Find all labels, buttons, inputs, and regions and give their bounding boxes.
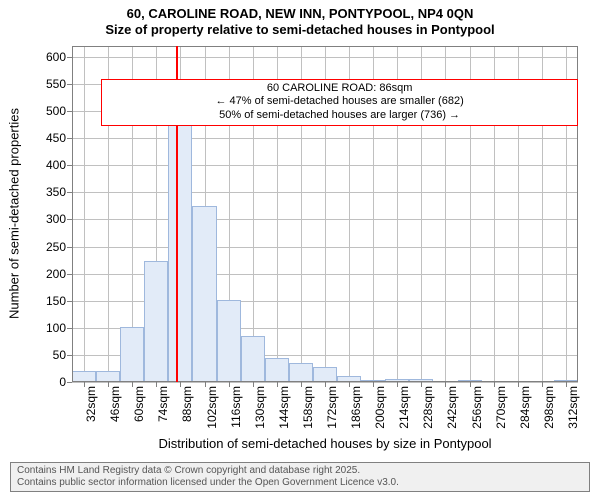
x-tick-label: 200sqm: [373, 386, 387, 429]
y-tick-label: 450: [46, 131, 72, 145]
x-tick-label: 74sqm: [156, 386, 170, 422]
y-tick-label: 50: [53, 348, 72, 362]
x-tick-label: 186sqm: [349, 386, 363, 429]
x-tick-label: 214sqm: [397, 386, 411, 429]
y-tick-label: 150: [46, 294, 72, 308]
y-tick-label: 300: [46, 212, 72, 226]
y-tick-label: 200: [46, 267, 72, 281]
x-tick-label: 228sqm: [421, 386, 435, 429]
histogram-bar: [168, 121, 192, 382]
x-tick-label: 270sqm: [494, 386, 508, 429]
attribution-footer: Contains HM Land Registry data © Crown c…: [10, 462, 590, 492]
x-tick-label: 130sqm: [253, 386, 267, 429]
y-tick-label: 250: [46, 240, 72, 254]
histogram-bar: [192, 206, 216, 382]
x-tick-label: 32sqm: [84, 386, 98, 422]
x-tick-label: 298sqm: [542, 386, 556, 429]
x-tick-label: 284sqm: [518, 386, 532, 429]
x-axis-label: Distribution of semi-detached houses by …: [72, 436, 578, 451]
histogram-bar: [313, 367, 337, 382]
x-tick-label: 46sqm: [108, 386, 122, 422]
annotation-line3: 50% of semi-detached houses are larger (…: [108, 109, 571, 123]
y-tick-label: 0: [59, 375, 72, 389]
annotation-line1: 60 CAROLINE ROAD: 86sqm: [108, 82, 571, 96]
histogram-bar: [265, 358, 289, 382]
x-tick-label: 102sqm: [205, 386, 219, 429]
y-tick-label: 100: [46, 321, 72, 335]
histogram-bar: [241, 336, 265, 382]
y-tick-label: 600: [46, 50, 72, 64]
plot-area: 05010015020025030035040045050055060032sq…: [72, 46, 578, 382]
footer-line2: Contains public sector information licen…: [17, 477, 583, 489]
y-axis-label: Number of semi-detached properties: [7, 46, 22, 382]
x-tick-label: 144sqm: [277, 386, 291, 429]
axis-border: [72, 46, 73, 382]
x-tick-label: 172sqm: [325, 386, 339, 429]
x-tick-label: 88sqm: [180, 386, 194, 422]
axis-border: [72, 46, 578, 47]
x-tick-label: 158sqm: [301, 386, 315, 429]
footer-line1: Contains HM Land Registry data © Crown c…: [17, 465, 583, 477]
axis-border: [72, 381, 578, 382]
y-tick-label: 350: [46, 185, 72, 199]
y-tick-label: 500: [46, 104, 72, 118]
histogram-bar: [289, 363, 313, 382]
x-tick-label: 60sqm: [132, 386, 146, 422]
y-tick-label: 400: [46, 158, 72, 172]
x-tick-label: 312sqm: [566, 386, 580, 429]
chart-title-line2: Size of property relative to semi-detach…: [0, 22, 600, 38]
gridline-vertical: [84, 46, 85, 382]
chart-title-line1: 60, CAROLINE ROAD, NEW INN, PONTYPOOL, N…: [0, 0, 600, 22]
histogram-bar: [217, 300, 241, 382]
annotation-line2: ← 47% of semi-detached houses are smalle…: [108, 95, 571, 109]
histogram-bar: [144, 261, 168, 382]
x-tick-label: 256sqm: [470, 386, 484, 429]
histogram-bar: [120, 327, 144, 382]
y-tick-label: 550: [46, 77, 72, 91]
x-tick-label: 242sqm: [445, 386, 459, 429]
x-tick-label: 116sqm: [229, 386, 243, 428]
chart-container: { "layout": { "width": 600, "height": 50…: [0, 0, 600, 500]
annotation-callout: 60 CAROLINE ROAD: 86sqm← 47% of semi-det…: [101, 79, 578, 126]
